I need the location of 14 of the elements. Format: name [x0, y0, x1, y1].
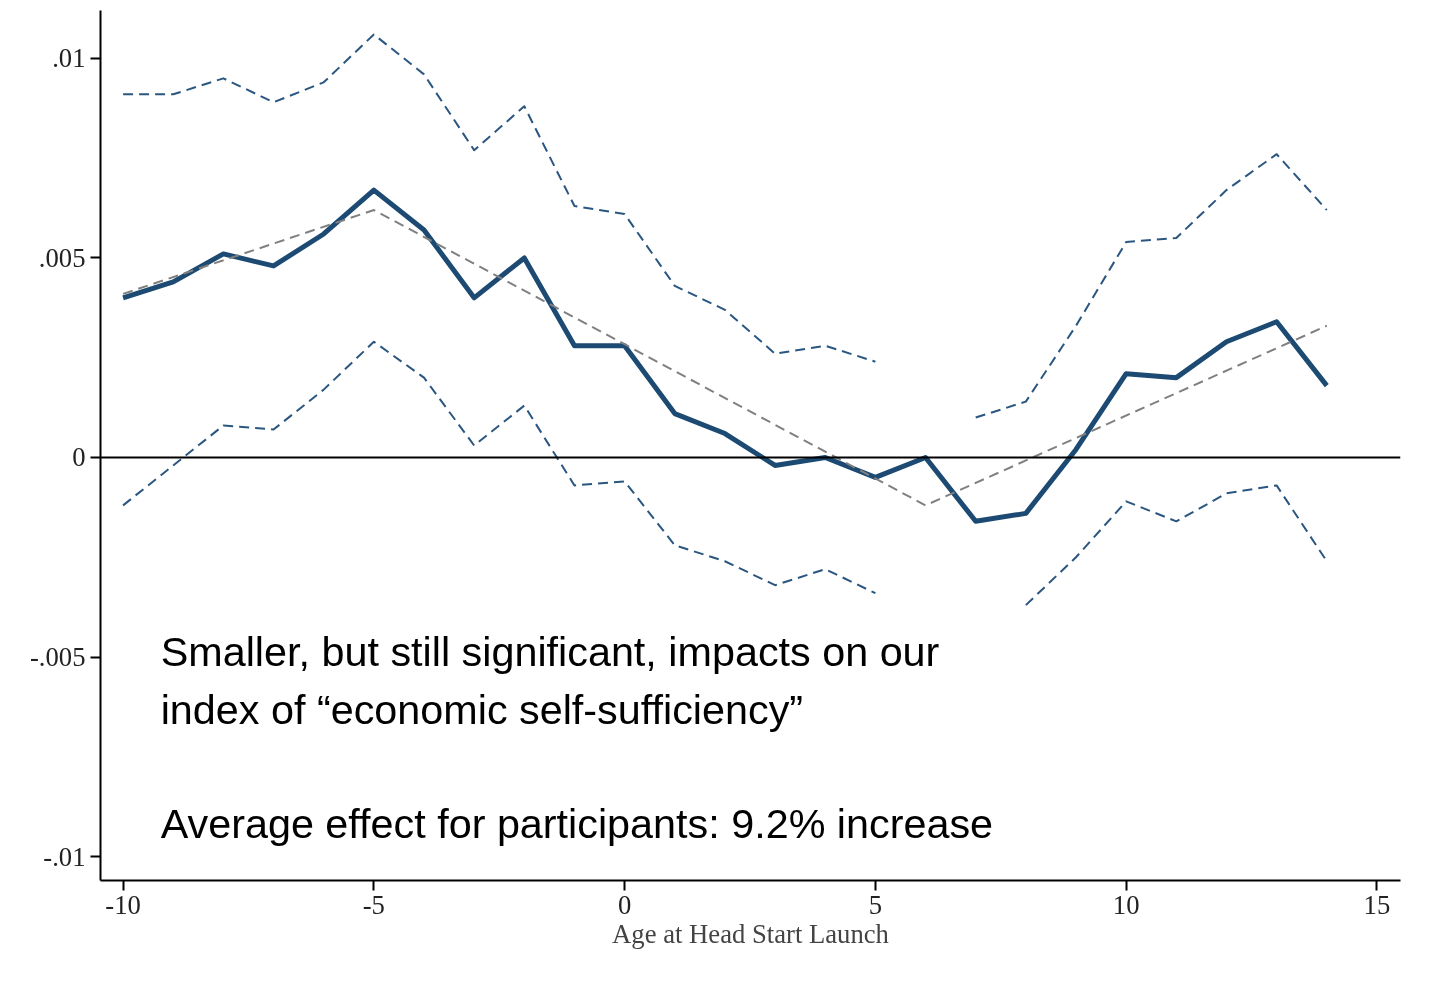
x-tick-label: -10 — [105, 889, 141, 920]
x-tick-label: 10 — [1112, 889, 1140, 920]
x-tick-label: -5 — [362, 889, 385, 920]
y-tick-label: -.01 — [43, 841, 86, 872]
y-tick-label: -.005 — [29, 642, 86, 673]
annotation: Smaller, but still significant, impacts on our index of “economic self-sufficiency” — [160, 629, 940, 733]
y-tick-label: 0 — [72, 442, 86, 473]
x-tick-label: 5 — [868, 889, 883, 920]
y-tick-label: .01 — [52, 43, 86, 74]
x-tick-label: 15 — [1363, 889, 1391, 920]
annotation: Average effect for participants: 9.2% increase — [160, 800, 994, 847]
x-tick-label: 0 — [617, 889, 632, 920]
y-tick-label: .005 — [38, 242, 86, 273]
x-axis-title: Age at Head Start Launch — [612, 918, 889, 949]
